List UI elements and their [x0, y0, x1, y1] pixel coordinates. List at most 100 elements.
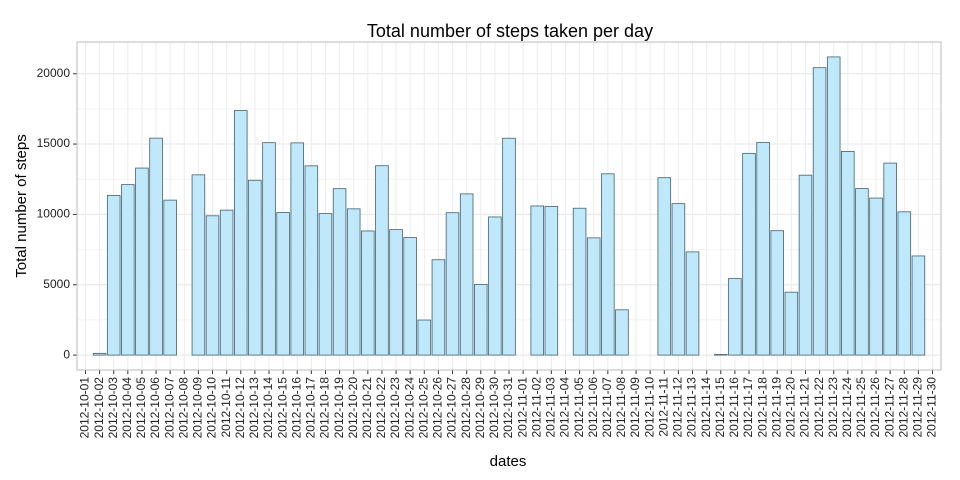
bar	[869, 197, 883, 356]
x-tick-label: 2012-10-08	[176, 377, 190, 439]
bar	[586, 237, 601, 356]
x-tick-label: 2012-11-09	[628, 377, 642, 438]
x-tick-label: 2012-10-30	[487, 377, 501, 439]
x-tick-label: 2012-10-05	[134, 377, 148, 439]
x-tick-label: 2012-11-16	[727, 377, 741, 438]
x-tick-label: 2012-11-21	[798, 377, 812, 438]
bar	[826, 56, 841, 356]
y-tick-label: 15000	[37, 136, 71, 150]
x-tick-label: 2012-11-22	[812, 377, 826, 438]
x-tick-label: 2012-10-04	[120, 377, 134, 439]
x-axis-title: dates	[490, 453, 527, 470]
bar	[572, 207, 587, 356]
x-tick-label: 2012-11-12	[671, 377, 685, 438]
x-tick-label: 2012-11-19	[769, 377, 783, 438]
x-tick-label: 2012-10-02	[92, 377, 106, 439]
bar	[375, 165, 389, 356]
x-tick-label: 2012-10-29	[473, 377, 487, 439]
x-tick-label: 2012-11-23	[826, 377, 840, 438]
bar	[502, 137, 516, 356]
bar	[812, 67, 827, 356]
plot-border	[76, 41, 942, 371]
bar	[897, 211, 912, 356]
x-tick-label: 2012-11-18	[755, 377, 769, 438]
x-tick-label: 2012-10-17	[304, 377, 318, 439]
bar	[742, 152, 756, 356]
chart-title: Total number of steps taken per day	[367, 21, 653, 41]
bar	[92, 352, 107, 356]
bar	[248, 179, 262, 356]
x-tick-label: 2012-11-01	[515, 377, 529, 438]
bar	[205, 215, 220, 356]
bar	[346, 208, 361, 356]
x-tick-label: 2012-10-26	[431, 377, 445, 439]
x-tick-label: 2012-11-27	[882, 377, 896, 438]
x-tick-label: 2012-11-25	[854, 377, 868, 438]
bar	[318, 213, 333, 356]
x-tick-label: 2012-10-27	[445, 377, 459, 439]
x-tick-label: 2012-10-21	[360, 377, 374, 439]
x-tick-label: 2012-11-17	[741, 377, 755, 438]
x-tick-label: 2012-11-02	[529, 377, 543, 438]
bar	[121, 184, 135, 356]
x-tick-label: 2012-11-10	[642, 377, 656, 438]
bar	[403, 237, 417, 356]
bar	[671, 203, 686, 356]
x-tick-label: 2012-11-07	[600, 377, 614, 438]
x-tick-label: 2012-10-13	[247, 377, 261, 439]
bar	[911, 255, 926, 356]
x-tick-label: 2012-10-06	[148, 377, 162, 439]
x-tick-label: 2012-10-11	[219, 377, 233, 438]
bar	[163, 199, 177, 356]
y-tick-label: 5000	[43, 277, 70, 291]
x-tick-label: 2012-11-14	[699, 377, 713, 438]
x-tick-label: 2012-11-24	[840, 377, 854, 438]
bar	[601, 173, 615, 356]
x-tick-label: 2012-11-15	[713, 377, 727, 438]
bar	[191, 174, 206, 356]
bar	[855, 188, 869, 356]
x-tick-label: 2012-10-25	[416, 377, 430, 439]
bar	[784, 291, 799, 356]
x-tick-label: 2012-10-07	[162, 377, 176, 439]
bar	[841, 150, 855, 356]
x-tick-label: 2012-11-11	[656, 377, 670, 437]
x-tick-label: 2012-11-05	[572, 377, 586, 438]
x-tick-label: 2012-10-03	[106, 377, 120, 439]
x-tick-label: 2012-10-24	[402, 377, 416, 439]
y-tick-label: 10000	[37, 207, 71, 221]
x-tick-label: 2012-10-12	[233, 377, 247, 439]
bar	[756, 142, 770, 356]
x-tick-label: 2012-10-19	[332, 377, 346, 439]
bar	[488, 216, 502, 356]
bar	[431, 259, 446, 356]
x-tick-label: 2012-11-20	[784, 377, 798, 438]
bar	[798, 174, 813, 356]
bar	[106, 194, 121, 356]
bar	[459, 193, 474, 356]
bar	[234, 110, 248, 356]
bar	[770, 230, 784, 356]
x-tick-label: 2012-11-29	[911, 377, 925, 438]
x-tick-label: 2012-11-30	[925, 377, 939, 438]
bar	[883, 162, 897, 356]
bar	[262, 142, 276, 356]
x-tick-label: 2012-10-15	[275, 377, 289, 439]
x-tick-label: 2012-11-13	[685, 377, 699, 438]
x-tick-label: 2012-11-06	[586, 377, 600, 438]
bar	[389, 229, 403, 356]
bar	[361, 230, 375, 356]
x-tick-label: 2012-11-08	[614, 377, 628, 438]
bar	[728, 278, 742, 356]
x-tick-label: 2012-10-31	[501, 377, 515, 439]
y-tick-label: 20000	[37, 66, 71, 80]
bar	[417, 319, 432, 356]
y-tick-label: 0	[63, 347, 70, 361]
x-tick-label: 2012-10-14	[261, 377, 275, 439]
bar	[530, 205, 544, 356]
bar	[219, 209, 234, 356]
bar	[304, 165, 319, 356]
bar	[149, 137, 163, 356]
bar	[135, 167, 149, 356]
